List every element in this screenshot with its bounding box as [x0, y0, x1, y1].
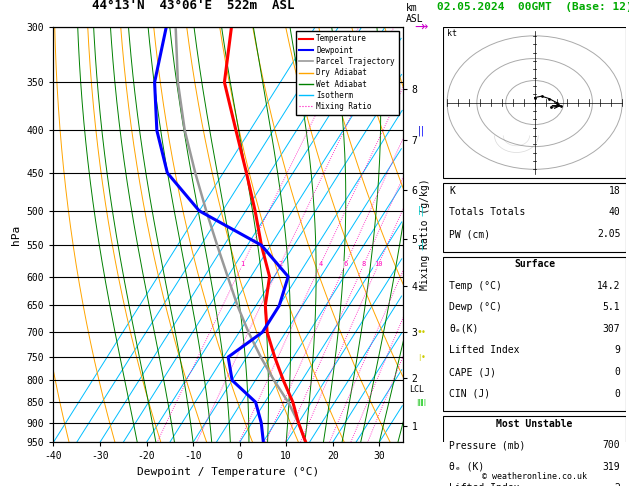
Text: Pressure (mb): Pressure (mb) [449, 440, 525, 450]
Text: kt: kt [447, 29, 457, 38]
Text: Temp (°C): Temp (°C) [449, 280, 502, 291]
Text: -: - [418, 241, 421, 250]
Text: |: | [421, 206, 425, 216]
X-axis label: Dewpoint / Temperature (°C): Dewpoint / Temperature (°C) [137, 467, 319, 477]
Text: CIN (J): CIN (J) [449, 389, 490, 399]
Text: 9: 9 [615, 346, 620, 355]
Text: 02.05.2024  00GMT  (Base: 12): 02.05.2024 00GMT (Base: 12) [437, 2, 629, 12]
Text: 6: 6 [343, 261, 348, 267]
Text: Most Unstable: Most Unstable [496, 418, 573, 429]
Text: Totals Totals: Totals Totals [449, 208, 525, 218]
Text: |: | [421, 240, 425, 250]
Text: θₑ (K): θₑ (K) [449, 462, 484, 472]
Text: 5.1: 5.1 [603, 302, 620, 312]
Text: →: → [418, 22, 427, 32]
Y-axis label: Mixing Ratio (g/kg): Mixing Ratio (g/kg) [420, 179, 430, 290]
Bar [443, 27, 626, 178]
Text: 1: 1 [240, 261, 245, 267]
Text: 2.05: 2.05 [597, 229, 620, 239]
Text: 2: 2 [615, 484, 620, 486]
Text: •: • [420, 352, 425, 362]
Text: 700: 700 [603, 440, 620, 450]
Text: |||: ||| [416, 399, 423, 406]
Text: θₑ(K): θₑ(K) [449, 324, 478, 334]
Text: Lifted Index: Lifted Index [449, 346, 520, 355]
Text: •: • [416, 327, 423, 337]
Text: 40: 40 [609, 208, 620, 218]
Text: Dewp (°C): Dewp (°C) [449, 302, 502, 312]
Text: 14.2: 14.2 [597, 280, 620, 291]
Text: K: K [449, 186, 455, 196]
Text: |: | [418, 125, 421, 136]
Text: |: | [421, 125, 425, 136]
Bar [443, 257, 626, 411]
Text: © weatheronline.co.uk: © weatheronline.co.uk [482, 472, 587, 481]
Text: 2: 2 [278, 261, 282, 267]
Legend: Temperature, Dewpoint, Parcel Trajectory, Dry Adiabat, Wet Adiabat, Isotherm, Mi: Temperature, Dewpoint, Parcel Trajectory… [296, 31, 399, 115]
Bar [443, 416, 626, 486]
Text: 4: 4 [318, 261, 323, 267]
Text: •: • [420, 328, 425, 337]
Text: km
ASL: km ASL [406, 3, 423, 24]
Y-axis label: hPa: hPa [11, 225, 21, 244]
Text: Surface: Surface [514, 259, 555, 269]
Text: →: → [415, 20, 425, 33]
Text: 319: 319 [603, 462, 620, 472]
Text: CAPE (J): CAPE (J) [449, 367, 496, 377]
Text: 307: 307 [603, 324, 620, 334]
Text: 0: 0 [615, 367, 620, 377]
Text: 10: 10 [374, 261, 382, 267]
Text: 0: 0 [615, 389, 620, 399]
Text: 18: 18 [609, 186, 620, 196]
Text: Lifted Index: Lifted Index [449, 484, 520, 486]
Text: PW (cm): PW (cm) [449, 229, 490, 239]
Text: |: | [418, 353, 421, 361]
Text: |||: ||| [419, 399, 426, 406]
Text: 44°13'N  43°06'E  522m  ASL: 44°13'N 43°06'E 522m ASL [92, 0, 294, 12]
Text: |: | [418, 207, 421, 215]
Text: 8: 8 [362, 261, 366, 267]
Bar [443, 183, 626, 252]
Text: LCL: LCL [409, 385, 425, 394]
